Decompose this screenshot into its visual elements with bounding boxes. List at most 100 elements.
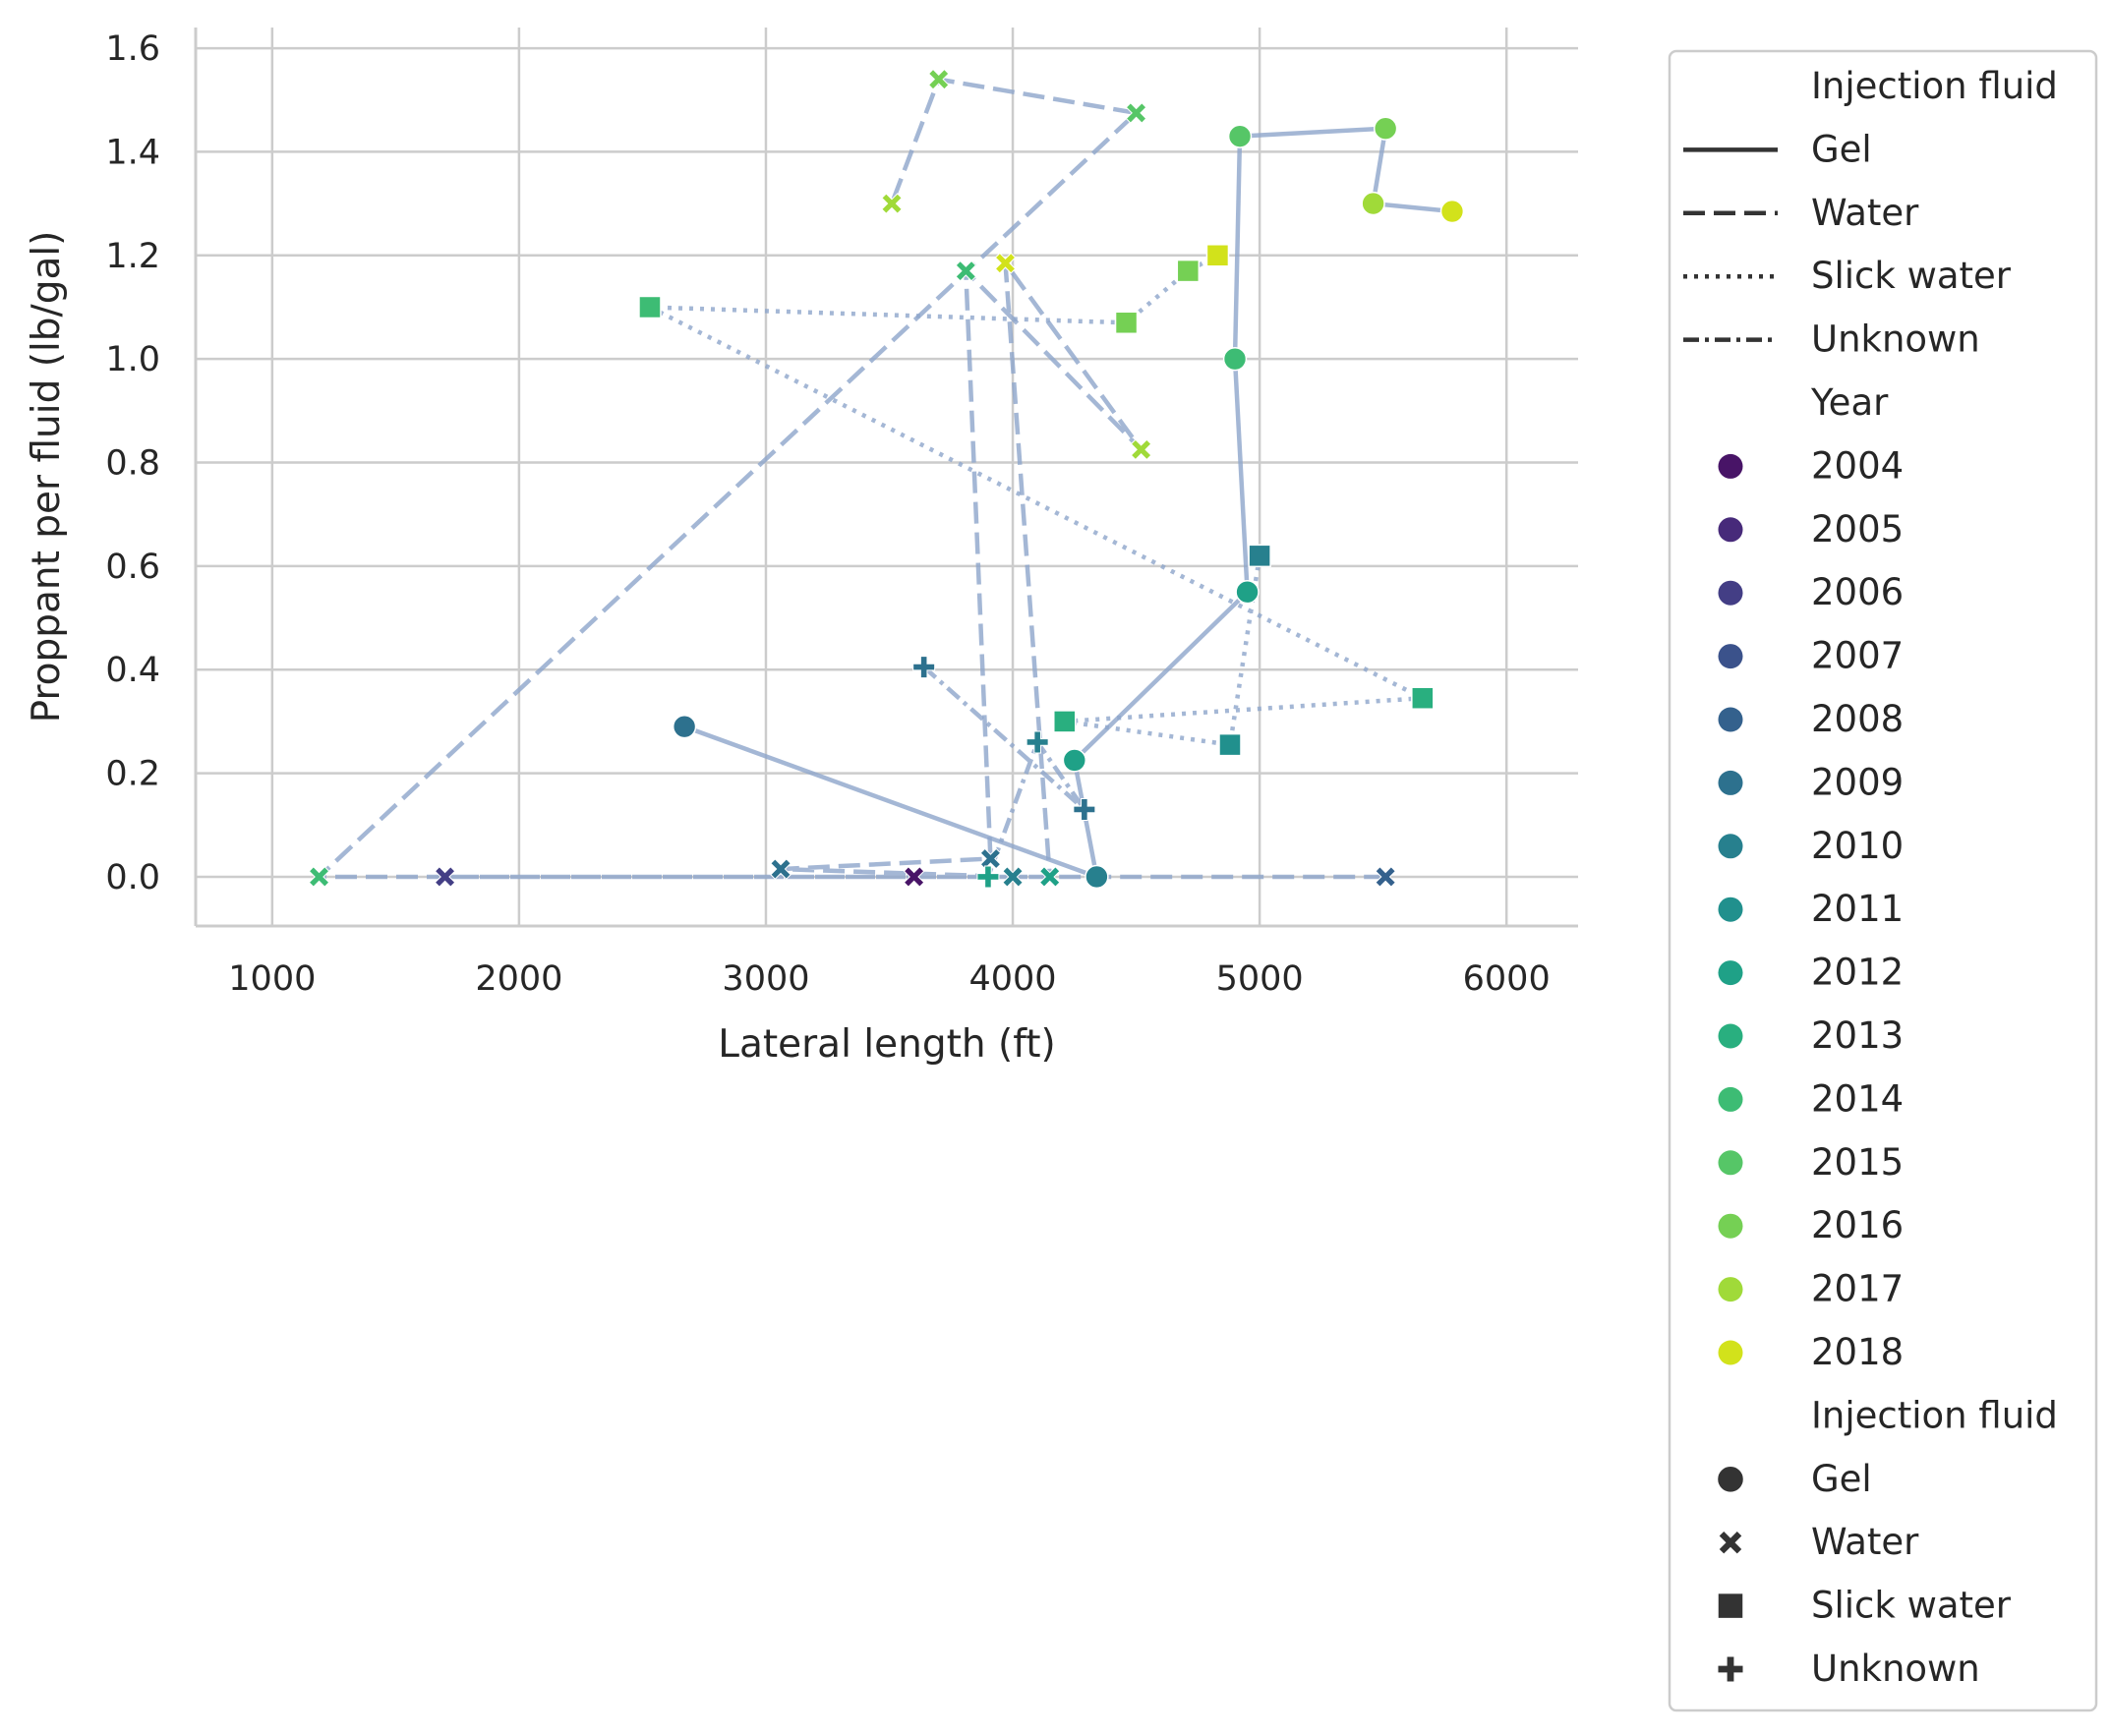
y-tick-label: 0.6 xyxy=(105,548,160,587)
legend-label: Gel xyxy=(1811,128,1872,170)
legend-marker-swatch xyxy=(1718,1530,1743,1555)
legend-label: 2006 xyxy=(1811,571,1904,613)
data-point-circle xyxy=(672,714,697,739)
y-tick-label: 1.2 xyxy=(105,237,160,276)
legend-color-swatch xyxy=(1718,580,1743,606)
legend-label: Gel xyxy=(1811,1458,1872,1500)
legend-color-swatch xyxy=(1718,707,1743,732)
legend-label: 2009 xyxy=(1811,761,1904,803)
legend-color-swatch xyxy=(1718,1277,1743,1302)
x-tick-label: 6000 xyxy=(1463,959,1551,999)
legend-box xyxy=(1668,49,2098,1712)
legend-label: Water xyxy=(1811,1521,1919,1563)
data-point-square xyxy=(1205,244,1230,267)
legend-label: 2015 xyxy=(1811,1141,1904,1184)
legend-color-swatch xyxy=(1718,517,1743,543)
x-tick-label: 5000 xyxy=(1216,959,1304,999)
legend-color-swatch xyxy=(1718,1340,1743,1365)
legend-label: Unknown xyxy=(1811,1648,1980,1690)
legend-color-swatch xyxy=(1718,960,1743,986)
y-tick-label: 1.0 xyxy=(105,340,160,379)
legend-color-swatch xyxy=(1718,644,1743,669)
legend-label: 2007 xyxy=(1811,635,1904,677)
x-tick-label: 4000 xyxy=(969,959,1057,999)
data-point-plus xyxy=(1073,797,1096,821)
legend-label: 2004 xyxy=(1811,444,1904,487)
legend-marker-swatch xyxy=(1716,1465,1745,1494)
legend-title: Injection fluid xyxy=(1811,65,2058,107)
legend-label: 2017 xyxy=(1811,1268,1904,1310)
data-point-circle xyxy=(1062,748,1087,773)
data-point-square xyxy=(638,295,662,319)
legend-label: Slick water xyxy=(1811,1585,2012,1627)
legend: Injection fluid Gel Water Slick water Unknow… xyxy=(1668,49,2098,1712)
y-tick-label: 0.2 xyxy=(105,755,160,794)
data-point-x xyxy=(770,858,792,880)
data-point-x xyxy=(1002,866,1024,888)
legend-label: 2018 xyxy=(1811,1331,1904,1373)
data-point-square xyxy=(1218,732,1242,757)
data-point-circle xyxy=(1227,124,1253,148)
legend-marker-swatch xyxy=(1717,1655,1744,1683)
x-axis-label: Lateral length (ft) xyxy=(718,1022,1056,1067)
legend-color-swatch xyxy=(1718,1086,1743,1112)
y-tick-label: 1.6 xyxy=(105,29,160,69)
grid-lines xyxy=(196,28,1578,926)
series-line-slick-water xyxy=(647,253,1426,747)
y-axis-label: Proppant per fluid (lb/gal) xyxy=(25,231,69,723)
series-line-unknown xyxy=(922,665,1087,878)
data-point-circle xyxy=(1361,191,1385,216)
legend-color-swatch xyxy=(1718,834,1743,859)
data-point-x xyxy=(1130,438,1152,461)
data-point-plus xyxy=(976,865,1000,889)
data-point-circle xyxy=(1235,580,1260,605)
legend-label: 2016 xyxy=(1811,1204,1904,1246)
data-point-circle xyxy=(1439,199,1465,224)
y-tick-label: 1.4 xyxy=(105,133,160,172)
data-point-x xyxy=(1375,866,1396,888)
legend-label: Slick water xyxy=(1811,255,2012,297)
data-point-x xyxy=(903,866,925,888)
y-tick-label: 0.0 xyxy=(105,858,160,897)
data-point-x xyxy=(308,866,330,888)
tick-labels: 1000 2000 3000 4000 5000 6000 0.0 0.2 0.4 0.6 0.8 1… xyxy=(105,29,1550,999)
data-point-x xyxy=(1038,866,1061,888)
axes xyxy=(194,28,1578,928)
y-tick-label: 0.8 xyxy=(105,444,160,484)
legend-color-swatch xyxy=(1718,1213,1743,1239)
legend-label: 2014 xyxy=(1811,1077,1904,1120)
legend-color-swatch xyxy=(1718,1023,1743,1049)
legend-color-swatch xyxy=(1718,1150,1743,1176)
legend-label: Unknown xyxy=(1811,318,1980,361)
data-point-x xyxy=(955,260,977,282)
x-tick-label: 3000 xyxy=(722,959,809,999)
data-points xyxy=(308,68,1465,890)
data-point-square xyxy=(1114,311,1139,335)
legend-label: 2008 xyxy=(1811,698,1904,740)
data-point-circle xyxy=(1373,116,1398,141)
data-point-x xyxy=(979,847,1002,870)
data-point-plus xyxy=(912,656,936,679)
legend-label: 2013 xyxy=(1811,1014,1904,1057)
data-point-x xyxy=(881,193,903,214)
data-point-x xyxy=(434,866,456,888)
data-point-circle xyxy=(1085,864,1109,890)
data-point-square xyxy=(1176,259,1201,283)
series-line-water xyxy=(317,77,1386,880)
legend-color-swatch xyxy=(1718,897,1743,922)
data-point-x xyxy=(994,252,1017,274)
data-point-circle xyxy=(1222,346,1248,372)
legend-label: 2010 xyxy=(1811,825,1904,867)
data-point-x xyxy=(1125,102,1147,124)
legend-color-swatch xyxy=(1718,453,1743,479)
legend-label: Water xyxy=(1811,192,1919,234)
x-tick-label: 1000 xyxy=(228,959,316,999)
data-point-square xyxy=(1053,710,1077,733)
legend-label: 2005 xyxy=(1811,508,1904,550)
y-tick-label: 0.4 xyxy=(105,651,160,690)
legend-title: Injection fluid xyxy=(1811,1394,2058,1436)
legend-title: Year xyxy=(1810,381,1889,424)
data-point-plus xyxy=(1026,730,1049,754)
legend-label: 2011 xyxy=(1811,888,1904,930)
